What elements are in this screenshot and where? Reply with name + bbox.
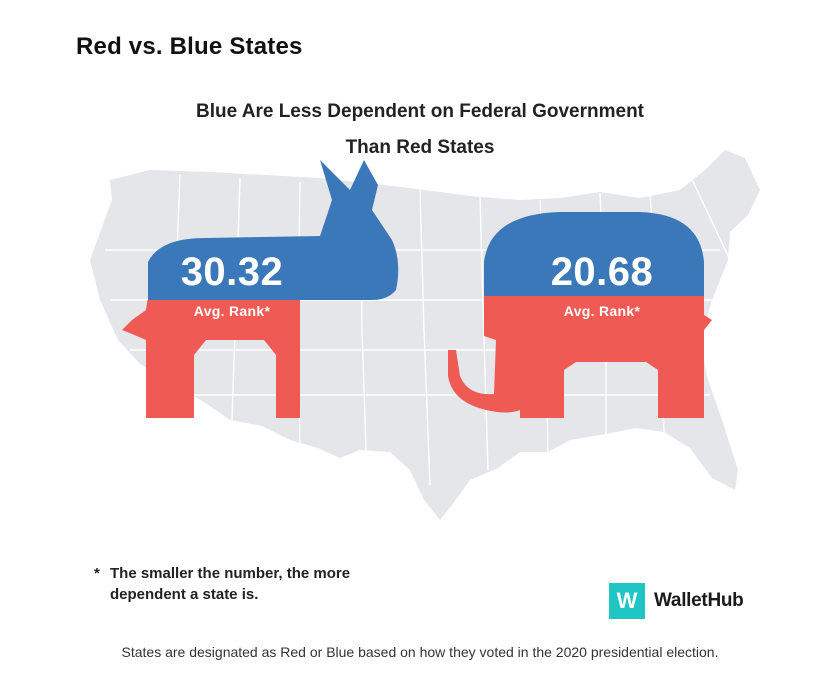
democrat-avg-rank-label: Avg. Rank* xyxy=(193,303,271,319)
page-title: Red vs. Blue States xyxy=(76,33,303,60)
footnote-line-2: dependent a state is. xyxy=(110,586,259,603)
elephant-icon xyxy=(448,212,712,418)
brand-mark-icon: W xyxy=(609,583,645,619)
democrat-avg-rank-value: 30.32 xyxy=(180,250,284,294)
chart-subtitle-line-1: Blue Are Less Dependent on Federal Gover… xyxy=(195,101,644,122)
designation-note: States are designated as Red or Blue bas… xyxy=(121,644,719,660)
footnote-marker: * xyxy=(94,565,100,582)
footnote-line-1: The smaller the number, the more xyxy=(110,565,351,582)
donkey-icon xyxy=(122,160,399,418)
chart-subtitle-line-2: Than Red States xyxy=(345,137,495,158)
republican-avg-rank-value: 20.68 xyxy=(550,250,654,294)
republican-avg-rank-label: Avg. Rank* xyxy=(563,303,641,319)
brand-name: WalletHub xyxy=(654,590,744,611)
wallethub-logo: W WalletHub xyxy=(609,583,744,619)
footnote: * The smaller the number, the more depend… xyxy=(94,563,350,605)
